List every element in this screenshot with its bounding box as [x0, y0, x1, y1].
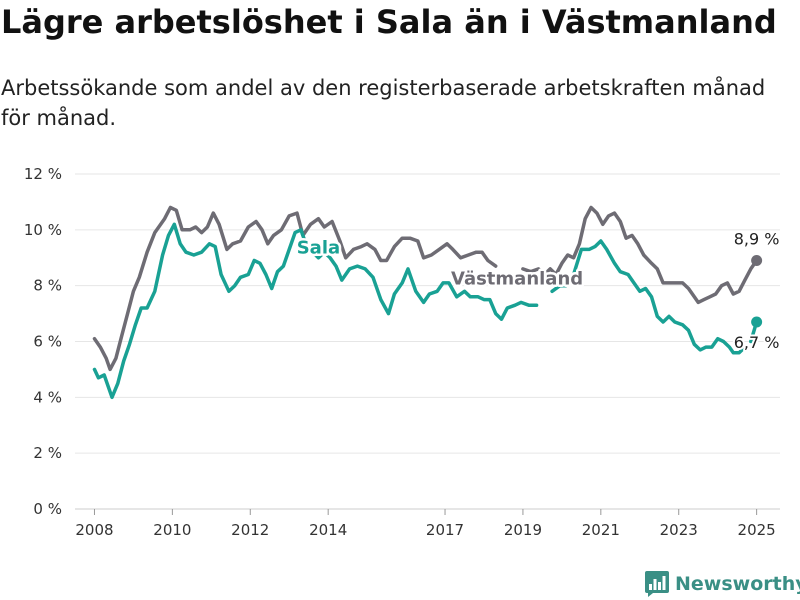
- y-tick-label: 4 %: [33, 388, 62, 406]
- x-tick-label: 2019: [504, 521, 542, 539]
- bar-chart-logo-icon: [645, 571, 669, 597]
- series-line-sala: [550, 239, 747, 355]
- end-label-halo: 6,7 %: [734, 333, 780, 352]
- series-label-sala: Sala: [297, 238, 340, 259]
- y-tick-label: 0 %: [33, 500, 62, 518]
- end-marker-v-stmanland: [751, 255, 763, 267]
- series-lines: [92, 205, 759, 400]
- y-tick-label: 10 %: [24, 221, 62, 239]
- newsworthy-logo: Newsworthy: [645, 570, 800, 598]
- series-line-v-stmanland: [521, 205, 759, 305]
- x-tick-label: 2008: [75, 521, 113, 539]
- x-tick-label: 2021: [582, 521, 620, 539]
- chart-title: Lägre arbetslöshet i Sala än i Västmanla…: [1, 3, 777, 41]
- end-value-label-v-stmanland: 8,9 %: [734, 230, 780, 249]
- x-tick-label: 2010: [153, 521, 191, 539]
- series-line-sala: [92, 222, 539, 400]
- x-tick-label: 2017: [426, 521, 464, 539]
- brand-name: Newsworthy: [675, 573, 800, 595]
- series-label-halo: Västmanland: [451, 268, 583, 289]
- gridlines: [75, 173, 780, 510]
- end-label-halo: 8,9 %: [734, 230, 780, 249]
- x-tick-label: 2012: [231, 521, 269, 539]
- x-tick-label: 2023: [660, 521, 698, 539]
- x-tick-label: 2025: [738, 521, 776, 539]
- x-axis: 2008 2010 2012 2014 2017 2019 2021 2023 2025: [75, 509, 776, 539]
- line-chart: 0 % 2 % 4 % 6 % 8 % 10 % 12 % 2008 2010 2012 2014…: [24, 165, 782, 539]
- end-value-label-sala: 6,7 %: [734, 333, 780, 352]
- y-tick-label: 8 %: [33, 277, 62, 295]
- y-tick-label: 6 %: [33, 333, 62, 351]
- series-label-halo: Sala: [297, 238, 340, 259]
- y-tick-label: 12 %: [24, 165, 62, 183]
- series-label-v-stmanland: Västmanland: [451, 268, 583, 289]
- series-line-v-stmanland: [92, 205, 498, 372]
- y-axis: 0 % 2 % 4 % 6 % 8 % 10 % 12 %: [24, 165, 62, 518]
- x-tick-label: 2014: [309, 521, 347, 539]
- chart-subtitle: Arbetssökande som andel av den registerb…: [1, 76, 766, 130]
- y-tick-label: 2 %: [33, 444, 62, 462]
- end-marker-sala: [751, 316, 763, 328]
